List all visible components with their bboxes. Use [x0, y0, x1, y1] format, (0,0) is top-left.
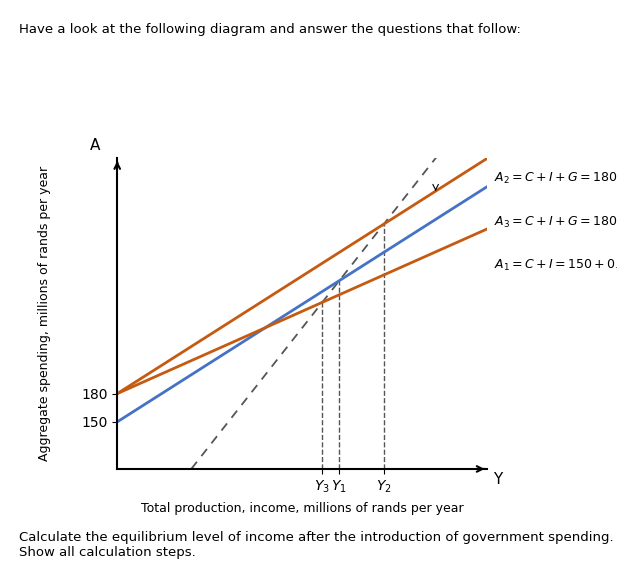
Text: Y: Y [493, 472, 502, 486]
Y-axis label: Aggregate spending, millions of rands per year: Aggregate spending, millions of rands pe… [38, 166, 51, 461]
Text: $A_1 = C + I = 150 + 0.5Y$: $A_1 = C + I = 150 + 0.5Y$ [494, 258, 617, 273]
Text: $A_3 = C + I + G = 180 + 0.5(1 - 0.3)Y$: $A_3 = C + I + G = 180 + 0.5(1 - 0.3)Y$ [494, 214, 617, 230]
Text: $A_2 = C + I + G = 180 + 0.5Y$: $A_2 = C + I + G = 180 + 0.5Y$ [494, 171, 617, 186]
Text: Calculate the equilibrium level of income after the introduction of government s: Calculate the equilibrium level of incom… [19, 531, 613, 559]
Text: Have a look at the following diagram and answer the questions that follow:: Have a look at the following diagram and… [19, 23, 520, 36]
X-axis label: Total production, income, millions of rands per year: Total production, income, millions of ra… [141, 502, 463, 515]
Text: A: A [90, 138, 101, 153]
